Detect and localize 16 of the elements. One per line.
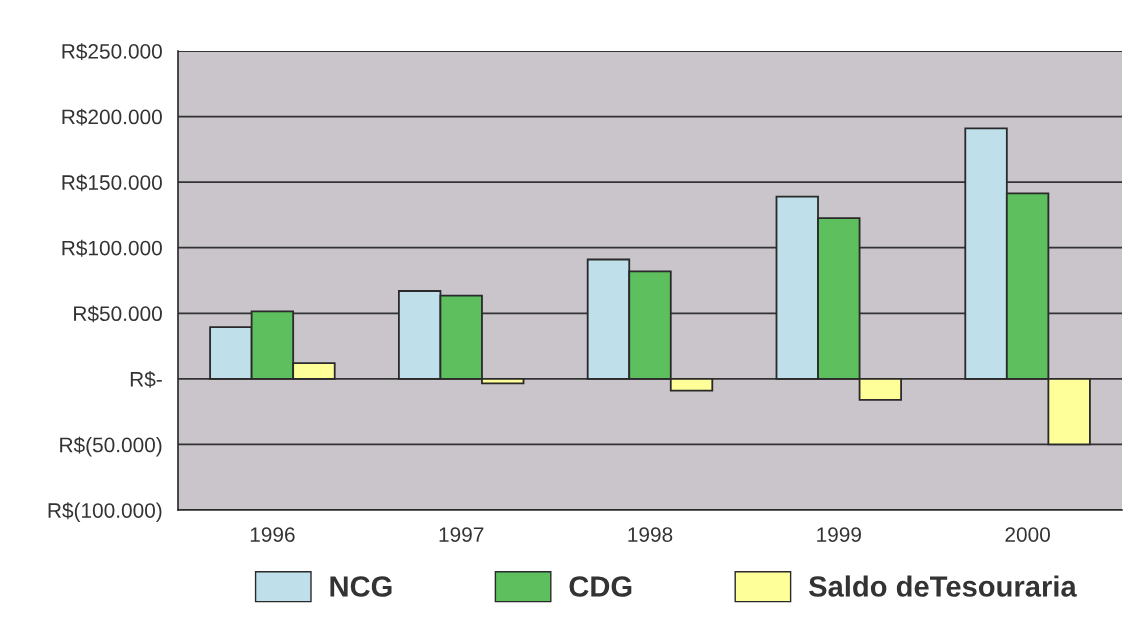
x-tick-label: 1997: [439, 527, 484, 542]
x-tick-label: 1999: [817, 527, 861, 542]
y-tick-label: R$(50.000): [60, 436, 162, 457]
y-tick-label: R$100.000: [62, 239, 162, 257]
x-tick-label: 1998: [628, 527, 673, 542]
y-tick-label: R$(100.000): [48, 502, 162, 523]
x-tick-label: 2000: [1005, 527, 1050, 542]
legend-label: Saldo deTesouraria: [808, 575, 1077, 597]
legend-label: NCG: [330, 576, 392, 597]
y-tick-label: R$150.000: [62, 174, 162, 192]
x-tick-label: 1996: [250, 527, 295, 542]
y-tick-label: R$-: [130, 370, 162, 388]
y-tick-label: R$200.000: [62, 108, 162, 126]
y-tick-label: R$50.000: [74, 305, 162, 323]
legend-label: CDG: [569, 576, 632, 597]
y-tick-label: R$250.000: [62, 43, 162, 60]
